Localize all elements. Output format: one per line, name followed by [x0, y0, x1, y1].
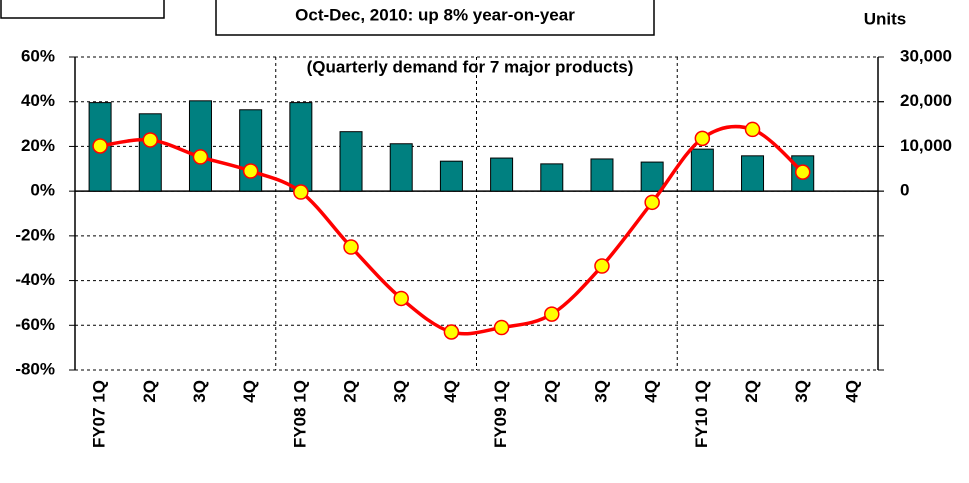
line-marker [493, 319, 510, 336]
bar [289, 102, 313, 192]
x-tick-label: 4Q [842, 380, 861, 403]
line-marker [242, 163, 259, 179]
x-tick-label: FY10 1Q [692, 380, 711, 448]
y2-tick-label: 0 [900, 181, 909, 200]
y-tick-label: -40% [15, 270, 55, 289]
bar [640, 161, 664, 192]
y-tick-label: -60% [15, 315, 55, 334]
bar [540, 163, 564, 192]
x-tick-label: FY09 1Q [491, 380, 510, 448]
x-tick-label: 4Q [441, 380, 460, 403]
empty-box [0, 0, 165, 19]
x-tick-label: 4Q [240, 380, 259, 403]
chart-title: Oct-Dec, 2010: up 8% year-on-year [295, 5, 575, 24]
title-box [215, 0, 655, 36]
bar [690, 148, 714, 192]
x-tick-label: 3Q [591, 380, 610, 403]
line-marker [343, 239, 359, 255]
chart-subtitle: (Quarterly demand for 7 major products) [307, 57, 634, 76]
bar [239, 109, 263, 192]
y-tick-label: 40% [21, 91, 55, 110]
line-marker [142, 132, 159, 148]
bar [590, 158, 614, 192]
line-marker [794, 164, 811, 180]
x-tick-label: 2Q [341, 380, 360, 403]
y2-tick-label: 10,000 [900, 136, 952, 155]
line-marker [293, 184, 309, 200]
y-tick-label: -80% [15, 359, 55, 378]
line-marker [644, 194, 660, 211]
x-tick-label: FY07 1Q [90, 380, 109, 448]
y-tick-label: -20% [15, 225, 55, 244]
x-tick-label: 2Q [140, 380, 159, 403]
line-marker [694, 130, 711, 147]
y-tick-label: 20% [21, 136, 55, 155]
y-tick-label: 0% [30, 181, 55, 200]
line-marker [192, 149, 209, 165]
line-marker [443, 324, 460, 340]
bar [439, 160, 463, 192]
bar [741, 155, 765, 192]
x-tick-label: 4Q [642, 380, 661, 403]
bar [389, 143, 413, 192]
x-tick-label: 2Q [742, 380, 761, 403]
x-tick-label: 3Q [190, 380, 209, 403]
bar [188, 100, 212, 192]
line-marker [92, 138, 108, 154]
x-tick-label: 3Q [391, 380, 410, 403]
y2-tick-label: 20,000 [900, 91, 952, 110]
line-marker [594, 258, 610, 274]
y2-axis-label: Units [864, 9, 907, 28]
bar [138, 113, 162, 192]
line-marker [744, 121, 761, 138]
bar [490, 157, 514, 192]
x-tick-label: 3Q [792, 380, 811, 403]
bar [339, 131, 363, 192]
line-marker [544, 306, 560, 322]
line-marker [393, 290, 409, 307]
x-tick-label: 2Q [541, 380, 560, 403]
y2-tick-label: 30,000 [900, 46, 952, 65]
x-tick-label: FY08 1Q [290, 380, 309, 448]
y-tick-label: 60% [21, 46, 55, 65]
